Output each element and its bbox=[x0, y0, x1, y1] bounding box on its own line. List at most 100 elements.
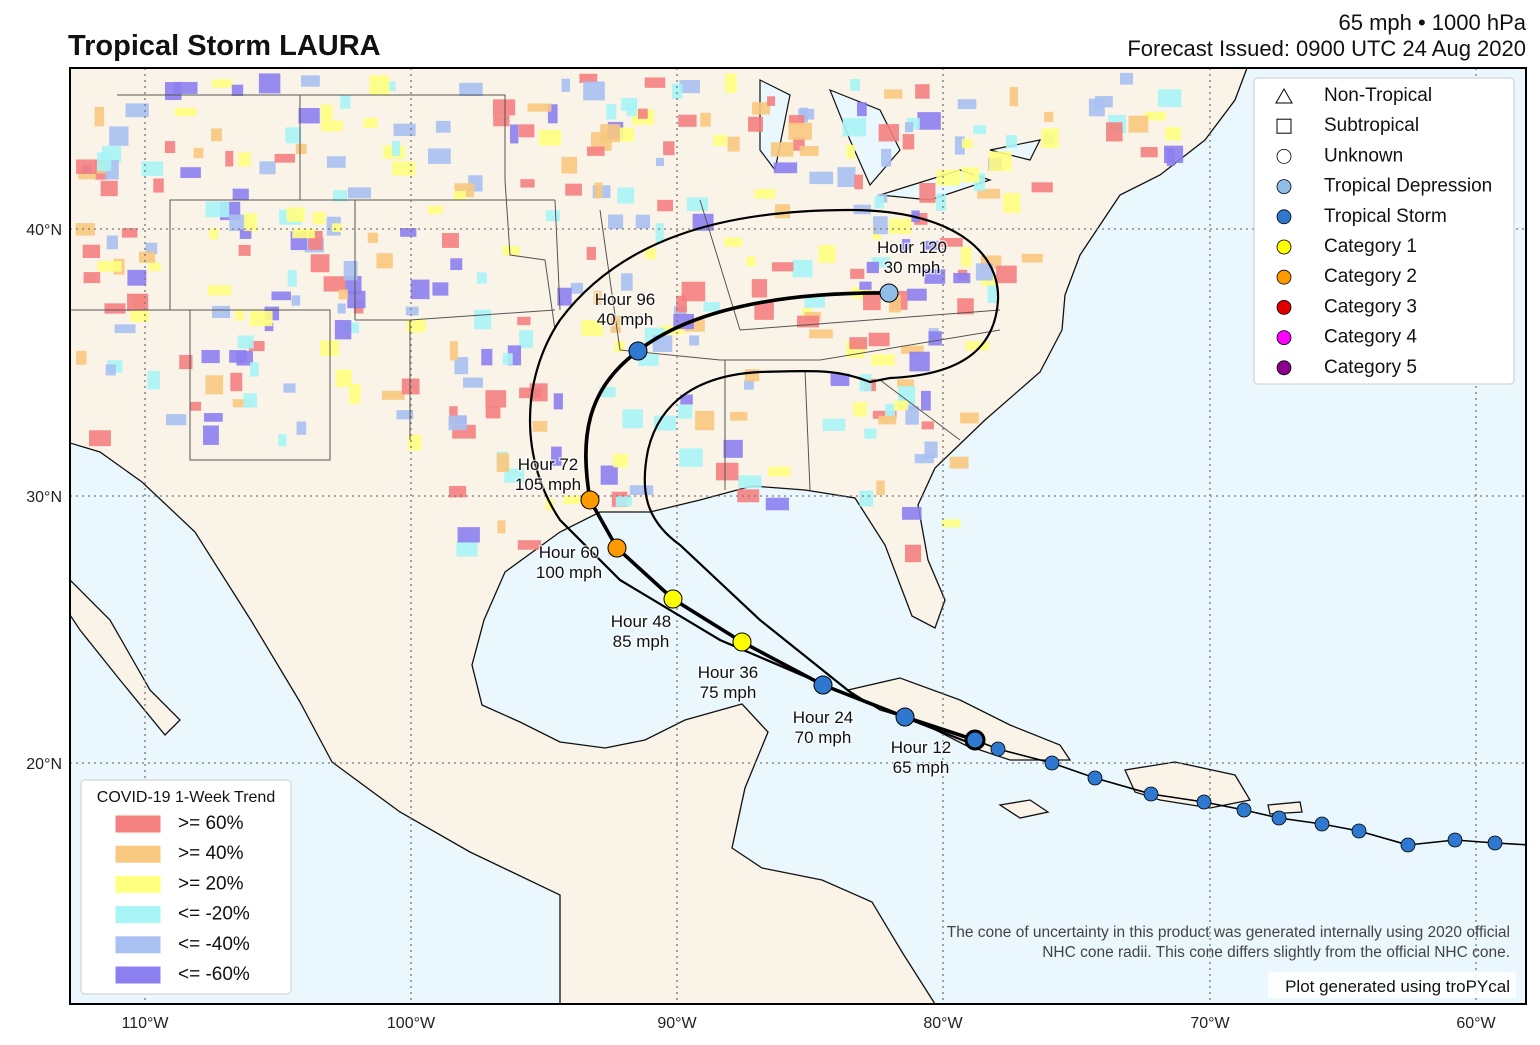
county bbox=[250, 362, 259, 377]
county bbox=[367, 232, 379, 243]
county bbox=[166, 414, 187, 426]
county bbox=[765, 497, 789, 511]
county bbox=[746, 256, 756, 267]
county bbox=[190, 401, 202, 411]
county bbox=[854, 174, 863, 190]
county bbox=[1106, 122, 1123, 142]
county bbox=[449, 406, 458, 425]
past-point bbox=[1487, 835, 1503, 851]
county bbox=[797, 315, 820, 328]
county bbox=[432, 282, 449, 296]
county bbox=[902, 134, 915, 150]
county bbox=[453, 191, 466, 200]
county bbox=[561, 78, 571, 92]
county bbox=[957, 99, 977, 110]
county bbox=[901, 239, 911, 251]
legend-marker bbox=[1275, 87, 1293, 104]
legend-swatch bbox=[115, 845, 161, 863]
county bbox=[333, 190, 348, 202]
county bbox=[141, 161, 164, 176]
county-shading bbox=[75, 72, 1184, 563]
legend-label: Category 4 bbox=[1324, 327, 1417, 348]
legend-swatch bbox=[115, 875, 161, 893]
county bbox=[586, 246, 596, 260]
forecast-hour: Hour 72 bbox=[518, 455, 578, 474]
county bbox=[863, 290, 881, 311]
county bbox=[802, 307, 812, 316]
county bbox=[868, 332, 890, 347]
legend-label: Unknown bbox=[1324, 145, 1403, 166]
legend-marker bbox=[1276, 148, 1292, 164]
county bbox=[127, 293, 149, 312]
county bbox=[914, 454, 934, 464]
county bbox=[681, 281, 706, 302]
county bbox=[75, 223, 95, 236]
county bbox=[859, 490, 874, 507]
cone-note: The cone of uncertainty in this product … bbox=[947, 924, 1510, 941]
county bbox=[492, 99, 516, 116]
county bbox=[497, 520, 506, 534]
past-point bbox=[1087, 770, 1103, 786]
county bbox=[296, 421, 307, 435]
legend-label: Non-Tropical bbox=[1324, 85, 1432, 106]
county bbox=[485, 406, 501, 419]
county bbox=[231, 84, 244, 96]
forecast-wind: 75 mph bbox=[700, 683, 757, 702]
forecast-hour: Hour 48 bbox=[611, 612, 671, 631]
county bbox=[271, 291, 291, 301]
county bbox=[771, 262, 794, 272]
county bbox=[449, 341, 458, 361]
credit: Plot generated using troPYcal bbox=[1285, 977, 1510, 996]
county bbox=[600, 465, 618, 485]
county bbox=[83, 272, 101, 284]
county bbox=[203, 425, 219, 445]
county bbox=[164, 141, 176, 153]
past-point bbox=[1196, 794, 1212, 810]
legend-marker bbox=[1276, 179, 1292, 195]
county bbox=[109, 126, 129, 146]
county bbox=[949, 456, 969, 469]
county bbox=[788, 122, 812, 140]
county bbox=[300, 75, 320, 87]
county bbox=[657, 199, 674, 212]
county bbox=[1144, 111, 1166, 121]
county bbox=[621, 97, 638, 111]
county bbox=[392, 140, 401, 156]
county bbox=[617, 187, 635, 204]
forecast-hour: Hour 120 bbox=[877, 238, 947, 257]
county bbox=[82, 244, 101, 258]
past-track bbox=[974, 739, 1526, 846]
county bbox=[238, 152, 251, 167]
forecast-point bbox=[628, 341, 648, 361]
county bbox=[481, 348, 493, 366]
county bbox=[1128, 115, 1149, 133]
legend-label: Tropical Depression bbox=[1324, 176, 1492, 197]
county bbox=[243, 213, 258, 231]
county bbox=[348, 383, 361, 404]
county bbox=[78, 169, 97, 180]
county bbox=[744, 369, 760, 382]
county bbox=[517, 540, 542, 550]
county bbox=[225, 151, 234, 167]
county bbox=[210, 128, 222, 142]
county bbox=[928, 331, 942, 346]
county bbox=[1041, 128, 1059, 148]
county bbox=[463, 377, 483, 388]
county bbox=[320, 104, 333, 121]
county bbox=[238, 244, 251, 256]
forecast-wind: 65 mph bbox=[893, 758, 950, 777]
county bbox=[936, 169, 961, 186]
county bbox=[715, 462, 739, 481]
county bbox=[441, 233, 459, 248]
county bbox=[606, 103, 617, 120]
county bbox=[347, 187, 372, 199]
county bbox=[517, 316, 531, 326]
county bbox=[754, 302, 774, 320]
county bbox=[89, 430, 111, 447]
county bbox=[961, 138, 973, 149]
county bbox=[232, 188, 249, 200]
county bbox=[410, 279, 430, 300]
county bbox=[856, 102, 867, 117]
county bbox=[579, 73, 598, 83]
